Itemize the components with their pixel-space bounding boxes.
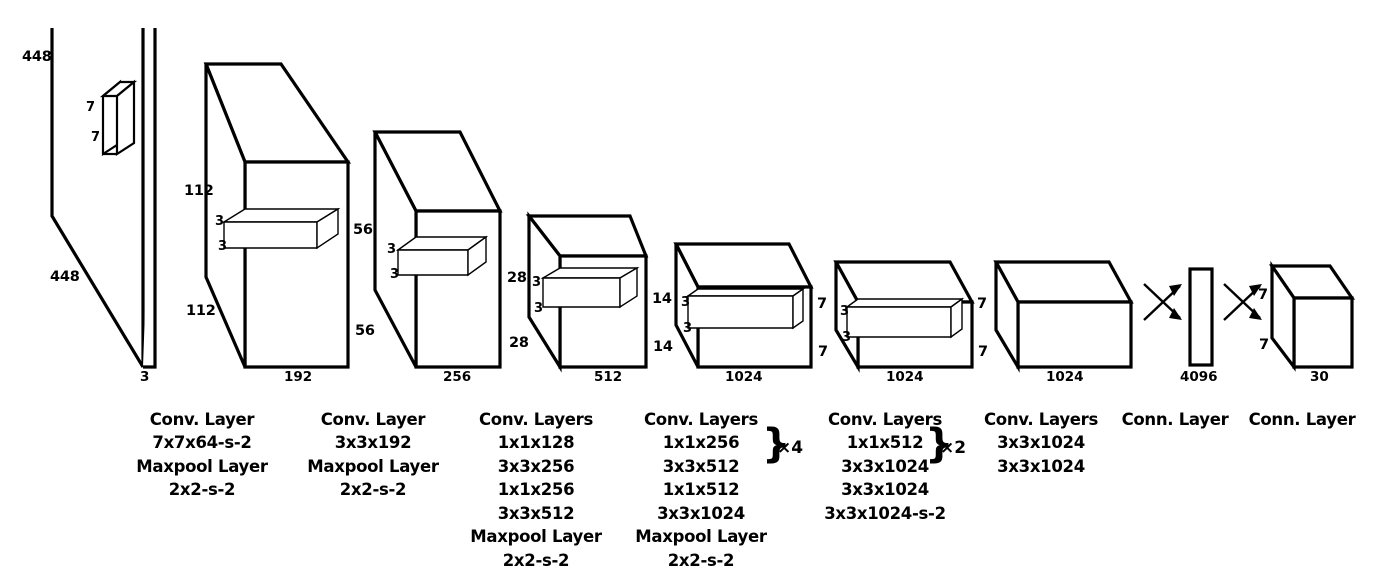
caption-conv-layers-6: Conv. Layers 3x3x1024 3x3x1024 — [955, 408, 1127, 478]
caption-conv-layer-1: Conv. Layer 7x7x64-s-2 Maxpool Layer 2x2… — [122, 408, 282, 502]
block-30-box — [1268, 260, 1356, 372]
block-192-width-label: 112 — [186, 303, 216, 319]
block-192-kernel-3x3 — [221, 207, 341, 250]
caption-5-line-4: 3x3x1024-s-2 — [824, 503, 946, 523]
block-512-height-label: 28 — [507, 270, 527, 286]
block-256-width-label: 56 — [355, 323, 375, 339]
block-1024-b-height-label: 7 — [817, 296, 827, 312]
block-1024-a-kernel-3x3 — [685, 287, 806, 330]
multiplier-x2-label: ×2 — [940, 438, 967, 458]
caption-conv-layer-2: Conv. Layer 3x3x192 Maxpool Layer 2x2-s-… — [293, 408, 453, 502]
block-1024-b-kernel-w-label: 3 — [842, 330, 852, 345]
block-4096-depth-label: 4096 — [1180, 369, 1218, 385]
block-256-kernel-h-label: 3 — [387, 242, 397, 257]
caption-1-line-0: Conv. Layer — [149, 410, 255, 429]
caption-conv-layers-3: Conv. Layers 1x1x128 3x3x256 1x1x256 3x3… — [450, 408, 622, 572]
block-1024-a-kernel-h-label: 3 — [681, 295, 691, 310]
block-256-kernel-3x3 — [395, 235, 489, 277]
input-height-label: 448 — [22, 49, 52, 65]
caption-conv-layers-4: Conv. Layers 1x1x256 3x3x512 1x1x512 3x3… — [615, 408, 787, 572]
caption-4-line-2: 3x3x512 — [662, 456, 740, 476]
caption-1-line-1: 7x7x64-s-2 — [152, 433, 252, 453]
block-1024-c-width-label: 7 — [978, 344, 988, 360]
caption-4-line-1: 1x1x256 — [662, 433, 740, 453]
block-1024-a-kernel-w-label: 3 — [683, 321, 693, 336]
caption-1-line-2: Maxpool Layer — [136, 456, 268, 476]
caption-2-line-2: Maxpool Layer — [307, 456, 439, 476]
block-192-depth-label: 192 — [284, 369, 313, 385]
brace-x4-glyph: } — [762, 421, 791, 467]
input-kernel-h-label: 7 — [86, 100, 96, 115]
block-1024-c-depth-label: 1024 — [1046, 369, 1084, 385]
caption-3-line-0: Conv. Layers — [478, 410, 594, 429]
block-1024-c-box — [993, 260, 1134, 373]
caption-7-line-0: Conn. Layer — [1121, 410, 1229, 429]
caption-4-line-5: Maxpool Layer — [635, 527, 767, 547]
caption-4-line-3: 1x1x512 — [662, 480, 740, 500]
caption-conv-layers-5: Conv. Layers 1x1x512 3x3x1024 3x3x1024 3… — [790, 408, 980, 525]
caption-4-line-4: 3x3x1024 — [657, 503, 745, 523]
block-4096-box — [1188, 267, 1214, 367]
caption-2-line-0: Conv. Layer — [320, 410, 426, 429]
block-512-kernel-w-label: 3 — [534, 301, 544, 316]
crossing-arrows-1 — [1143, 283, 1182, 321]
caption-1-line-3: 2x2-s-2 — [168, 480, 236, 500]
caption-conn-layer-7: Conn. Layer — [1105, 408, 1245, 431]
block-512-width-label: 28 — [509, 335, 529, 351]
block-30-depth-label: 30 — [1310, 369, 1329, 385]
input-image-slab — [50, 28, 157, 369]
multiplier-x4-label: ×4 — [777, 438, 804, 458]
input-kernel-w-label: 7 — [91, 130, 101, 145]
block-1024-b-kernel-h-label: 3 — [840, 304, 850, 319]
block-512-depth-label: 512 — [594, 369, 623, 385]
block-192-kernel-w-label: 3 — [218, 239, 228, 254]
block-512-kernel-h-label: 3 — [532, 275, 542, 290]
crossing-arrows-2 — [1223, 283, 1262, 321]
block-192-height-label: 112 — [184, 183, 214, 199]
block-1024-b-width-label: 7 — [818, 344, 828, 360]
input-kernel-7x7 — [99, 79, 138, 157]
caption-3-line-5: Maxpool Layer — [470, 527, 602, 547]
input-width-label: 448 — [50, 269, 80, 285]
caption-5-line-0: Conv. Layers — [827, 410, 943, 429]
caption-conn-layer-8: Conn. Layer — [1232, 408, 1372, 431]
block-192-kernel-h-label: 3 — [215, 214, 225, 229]
caption-2-line-1: 3x3x192 — [334, 433, 412, 453]
caption-6-line-2: 3x3x1024 — [997, 456, 1085, 476]
caption-3-line-6: 2x2-s-2 — [502, 550, 570, 570]
block-30-height-label: 7 — [1258, 287, 1268, 303]
caption-3-line-1: 1x1x128 — [497, 433, 575, 453]
caption-3-line-4: 3x3x512 — [497, 503, 575, 523]
block-1024-b-depth-label: 1024 — [886, 369, 924, 385]
caption-5-line-1: 1x1x512 — [846, 433, 924, 453]
caption-3-line-3: 1x1x256 — [497, 480, 575, 500]
block-256-kernel-w-label: 3 — [390, 267, 400, 282]
brace-x2-glyph: } — [925, 421, 954, 467]
caption-6-line-0: Conv. Layers — [983, 410, 1099, 429]
input-depth-label: 3 — [140, 369, 150, 385]
block-1024-a-width-label: 14 — [653, 339, 673, 355]
block-256-depth-label: 256 — [443, 369, 472, 385]
block-1024-c-height-label: 7 — [977, 296, 987, 312]
caption-5-line-2: 3x3x1024 — [841, 456, 929, 476]
caption-5-line-3: 3x3x1024 — [841, 480, 929, 500]
block-512-kernel-3x3 — [540, 266, 640, 309]
caption-4-line-0: Conv. Layers — [643, 410, 759, 429]
block-256-height-label: 56 — [353, 222, 373, 238]
block-30-width-label: 7 — [1259, 337, 1269, 353]
block-1024-a-depth-label: 1024 — [725, 369, 763, 385]
caption-6-line-1: 3x3x1024 — [997, 433, 1085, 453]
caption-4-line-6: 2x2-s-2 — [667, 550, 735, 570]
caption-2-line-3: 2x2-s-2 — [339, 480, 407, 500]
caption-3-line-2: 3x3x256 — [497, 456, 575, 476]
caption-8-line-0: Conn. Layer — [1248, 410, 1356, 429]
block-1024-b-kernel-3x3 — [844, 297, 965, 339]
block-1024-a-height-label: 14 — [652, 291, 672, 307]
